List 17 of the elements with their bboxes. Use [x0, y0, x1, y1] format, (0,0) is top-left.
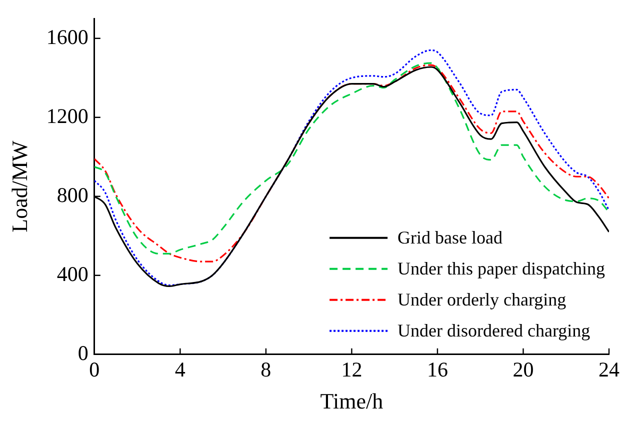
- x-tick-label: 20: [512, 358, 534, 382]
- legend-label: Under disordered charging: [398, 320, 590, 341]
- y-tick-label: 1600: [46, 24, 88, 49]
- legend-label: Grid base load: [398, 228, 503, 248]
- x-tick-label: 24: [598, 358, 620, 382]
- x-tick-label: 4: [174, 358, 186, 382]
- x-tick-label: 8: [260, 358, 272, 382]
- x-axis-title: Time/h: [320, 388, 384, 414]
- x-tick-label: 12: [341, 358, 362, 382]
- legend-label: Under orderly charging: [398, 290, 566, 310]
- y-tick-label: 400: [56, 262, 88, 286]
- y-tick-label: 0: [78, 340, 88, 365]
- y-tick-label: 800: [56, 182, 88, 207]
- y-tick-label: 1200: [46, 104, 88, 128]
- legend-label: Under this paper dispatching: [398, 258, 606, 279]
- y-axis-title: Load/MW: [6, 140, 32, 232]
- x-tick-label: 16: [426, 358, 448, 382]
